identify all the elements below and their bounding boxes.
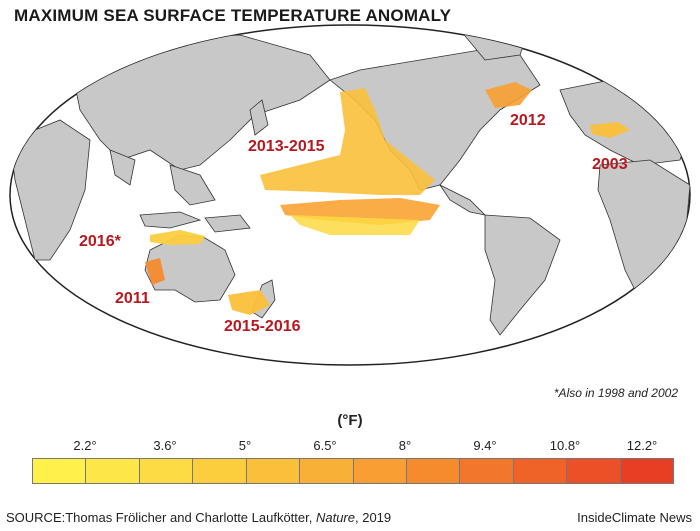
landmass-new-guinea — [204, 214, 251, 233]
source-suffix: , 2019 — [355, 510, 392, 525]
anomaly-west-australia — [145, 258, 165, 285]
legend-cell — [139, 459, 194, 483]
event-label-west-australia: 2011 — [115, 290, 150, 307]
anomaly-northwest-atlantic — [485, 82, 532, 108]
legend-cell — [406, 459, 461, 483]
legend-tick: 9.4° — [473, 438, 497, 453]
legend-ticks: 2.2° 3.6° 5° 6.5° 8° 9.4° 10.8° 12.2° — [32, 438, 672, 458]
legend-tick: 5° — [238, 438, 252, 453]
legend-tick: 8° — [398, 438, 412, 453]
event-label-mediterranean: 2003 — [592, 156, 628, 173]
landmass-indonesia — [139, 211, 202, 229]
legend-cell — [460, 459, 514, 483]
source-credit: SOURCE:Thomas Frölicher and Charlotte La… — [6, 510, 391, 525]
legend-tick: 2.2° — [73, 438, 97, 453]
anomaly-northeast-pacific-south — [290, 215, 420, 235]
event-label-northwest-australia: 2016* — [79, 233, 121, 250]
landmass-japan — [249, 99, 269, 136]
source-journal: Nature — [315, 510, 355, 525]
landmass-south-america — [484, 214, 561, 336]
landmass-africa — [10, 119, 91, 261]
legend-tick: 10.8° — [549, 438, 581, 453]
legend-tick: 12.2° — [626, 438, 658, 453]
anomaly-northeast-pacific — [260, 88, 435, 195]
legend-cell — [300, 459, 354, 483]
anomaly-tasman-sea — [228, 290, 270, 315]
legend-cell — [193, 459, 247, 483]
source-prefix: SOURCE:Thomas Frölicher and Charlotte La… — [6, 510, 316, 525]
anomaly-mediterranean — [590, 122, 630, 138]
legend-tick: 3.6° — [153, 438, 177, 453]
legend-tick: 6.5° — [313, 438, 337, 453]
landmass-eurasia — [69, 34, 331, 171]
footnote: *Also in 1998 and 2002 — [553, 386, 678, 400]
legend-cell — [620, 459, 674, 483]
legend-color-bar — [32, 458, 674, 484]
legend-cell — [33, 459, 87, 483]
legend-cell — [567, 459, 621, 483]
landmass-south-asia — [109, 149, 136, 186]
landmass-central-america — [438, 183, 487, 216]
event-label-northwest-atlantic: 2012 — [510, 112, 546, 129]
anomaly-northwest-australia — [150, 230, 205, 245]
landmass-southeast-asia — [169, 164, 216, 206]
legend-cell — [513, 459, 568, 483]
event-label-tasman-sea: 2015-2016 — [224, 318, 301, 335]
map-title: MAXIMUM SEA SURFACE TEMPERATURE ANOMALY — [14, 6, 452, 25]
legend-unit: (°F) — [337, 412, 363, 429]
legend-cell — [353, 459, 407, 483]
legend-cell — [86, 459, 140, 483]
publisher-credit: InsideClimate News — [577, 510, 692, 525]
landmasses — [10, 25, 690, 336]
legend-cell — [246, 459, 301, 483]
anomaly-regions — [145, 82, 630, 315]
event-label-northeast-pacific: 2013-2015 — [248, 138, 325, 155]
